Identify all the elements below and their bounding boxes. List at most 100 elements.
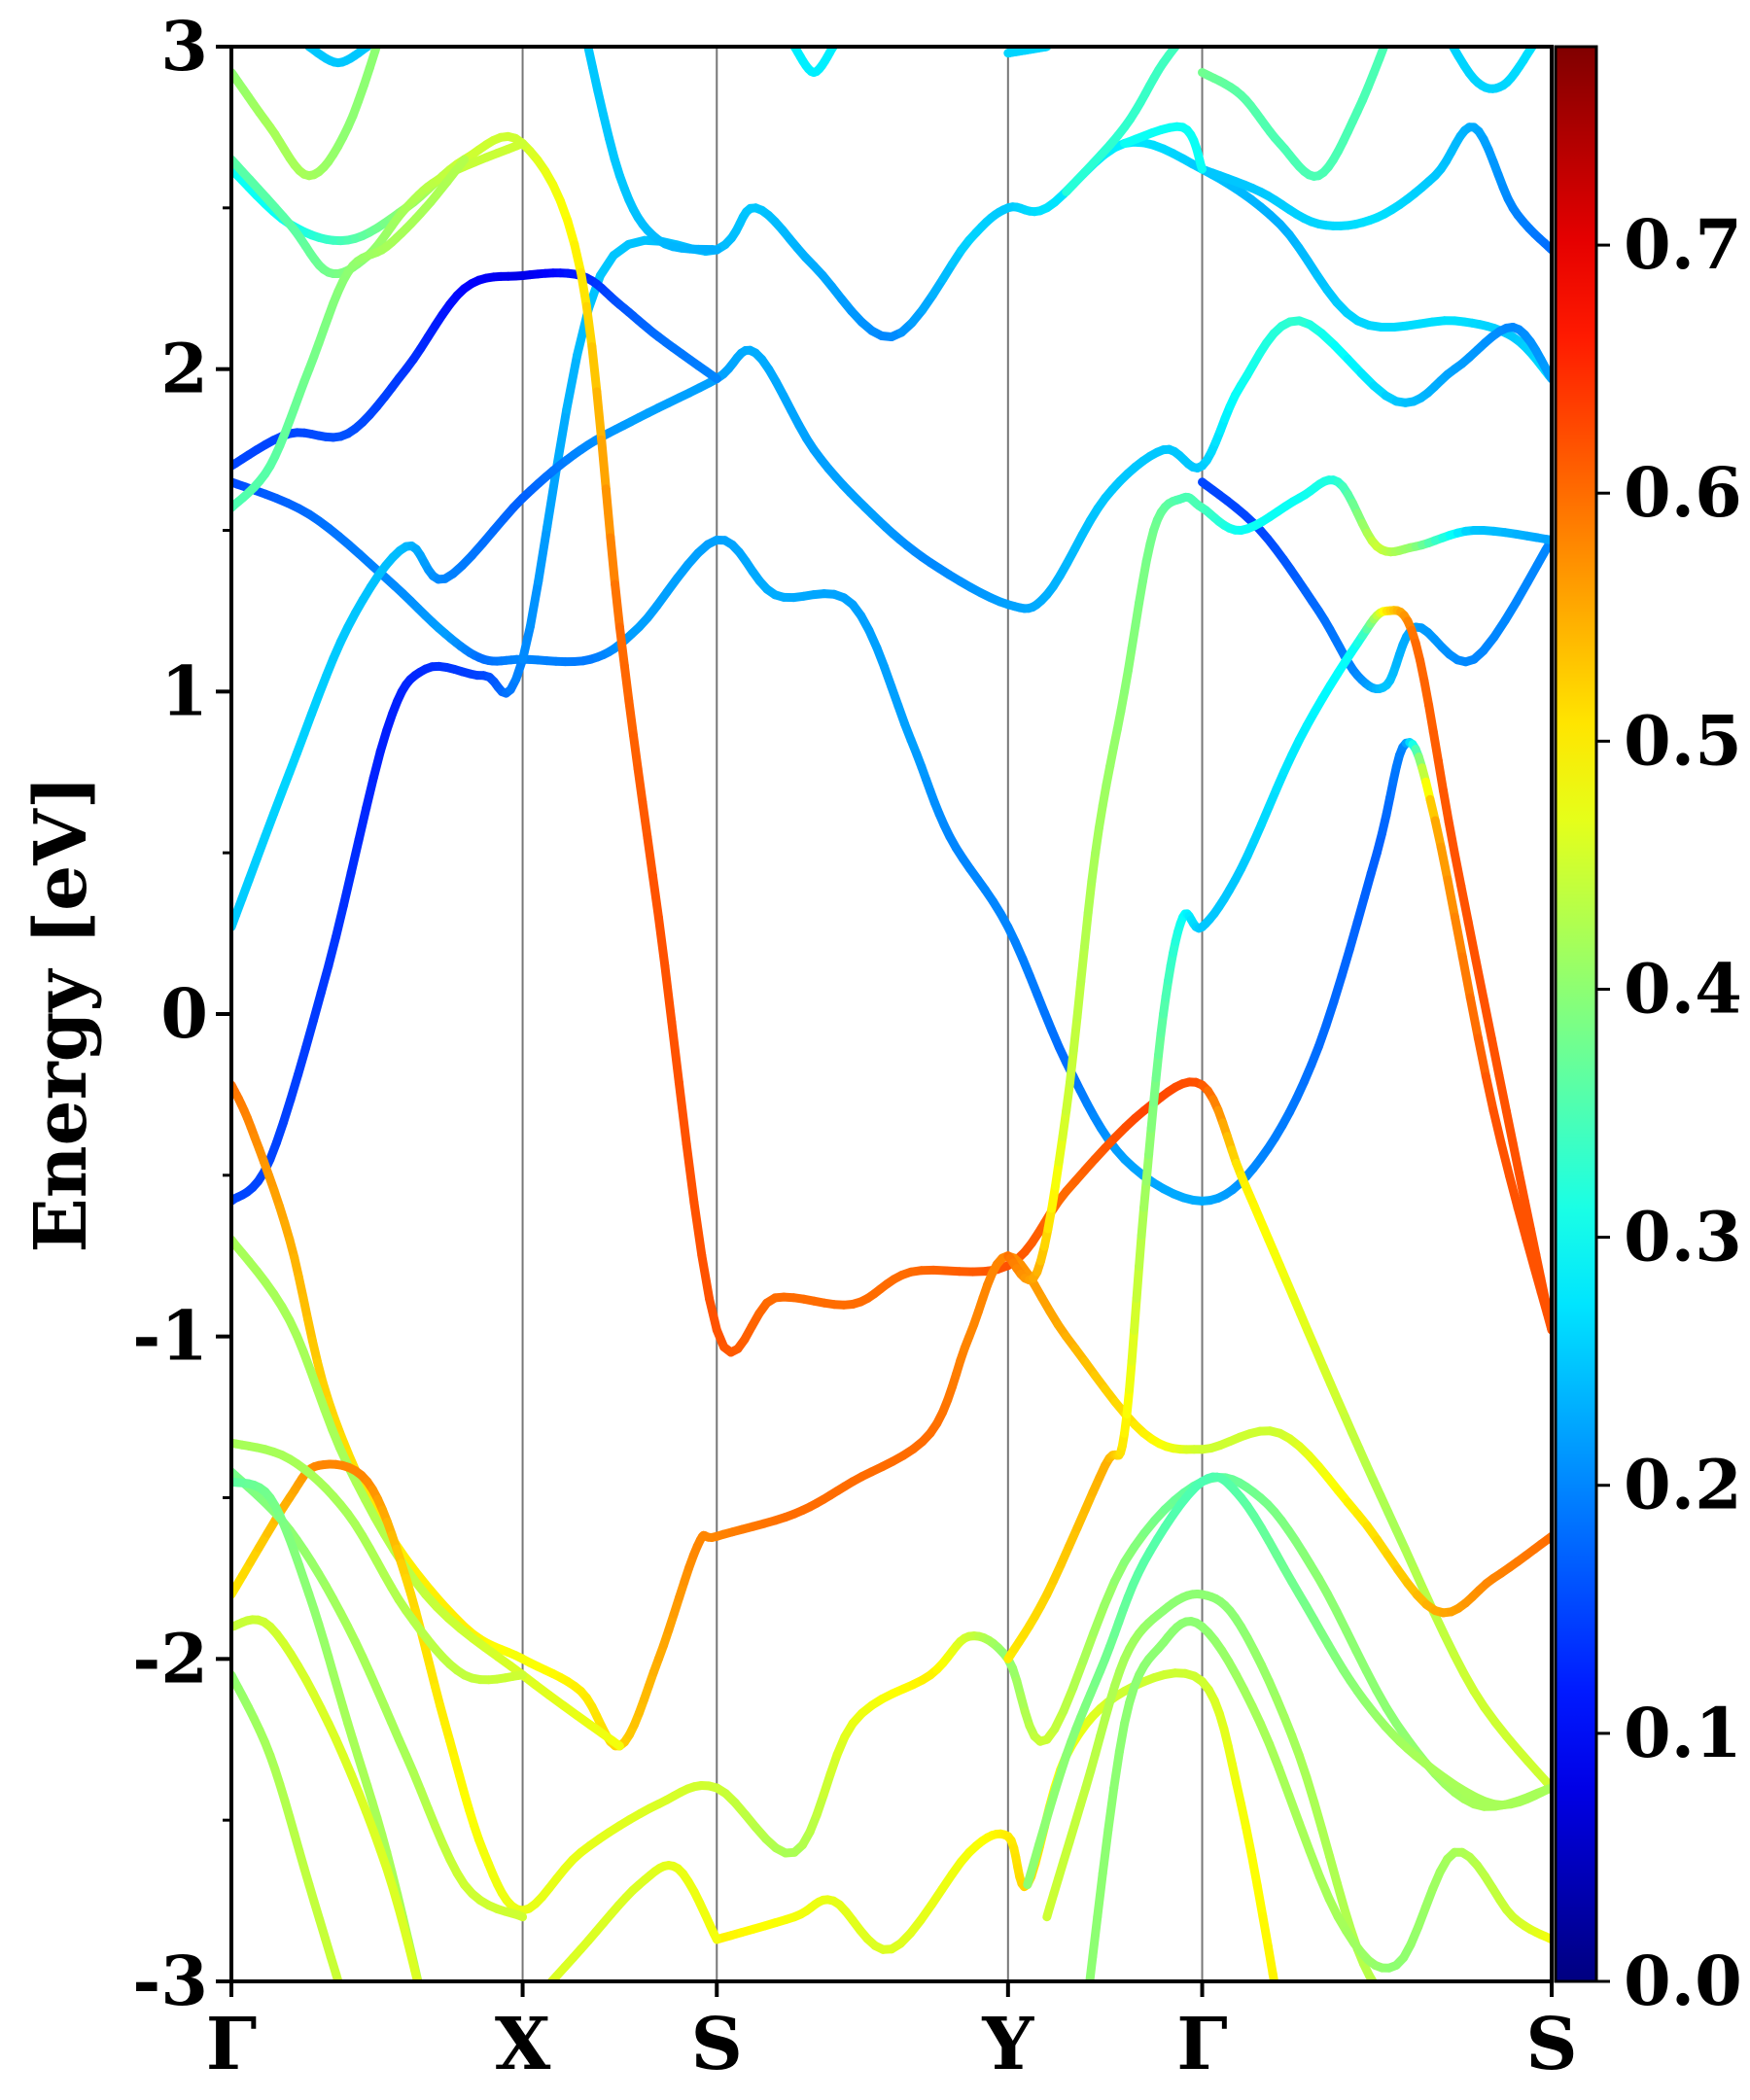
band-segment bbox=[1389, 22, 1393, 33]
band-segment bbox=[1438, 19, 1442, 27]
band-segment bbox=[1089, 1601, 1109, 1638]
band-segment bbox=[1066, 1046, 1078, 1087]
band-segment bbox=[653, 913, 670, 971]
band-4 bbox=[1198, 477, 1552, 693]
band-segment bbox=[1393, 2010, 1396, 2013]
band-segment bbox=[1087, 848, 1101, 886]
band-segment bbox=[611, 579, 624, 632]
band-segment bbox=[301, 1016, 318, 1053]
band-18 bbox=[1042, 1590, 1396, 2013]
y-axis-ticks: 3 2 1 0 -1 -2 -3 bbox=[132, 6, 231, 2021]
band-segment bbox=[597, 435, 611, 494]
band-segment bbox=[332, 1970, 343, 1981]
x-tick-label-Y: Y bbox=[981, 2003, 1034, 2086]
band-25 bbox=[1062, 15, 1202, 196]
band-segment bbox=[570, 240, 585, 277]
band-segment bbox=[1494, 1071, 1511, 1116]
band-segment bbox=[1085, 1952, 1098, 1981]
x-tick-label-S: S bbox=[1525, 2003, 1577, 2086]
band-segment bbox=[587, 342, 602, 397]
band-segment bbox=[316, 961, 333, 998]
band-segment bbox=[1443, 875, 1459, 922]
band-segment bbox=[638, 797, 652, 843]
band-segment bbox=[643, 833, 657, 881]
band-segment bbox=[423, 2001, 426, 2013]
band-segment bbox=[682, 1139, 699, 1208]
band-segment bbox=[1505, 1171, 1522, 1212]
band-segment bbox=[1430, 816, 1446, 852]
x-tick-label-X: X bbox=[495, 2003, 551, 2086]
band-segment bbox=[1179, 35, 1185, 42]
band-segment bbox=[1393, 15, 1396, 22]
band-segment bbox=[1337, 945, 1354, 981]
band-segment bbox=[562, 350, 582, 414]
band-segment bbox=[542, 463, 561, 532]
band-segment bbox=[1199, 15, 1202, 18]
band-segment bbox=[1068, 1012, 1082, 1056]
y-tick-label: 1 bbox=[160, 650, 208, 731]
band-segment bbox=[1450, 912, 1467, 962]
band-31 bbox=[1438, 19, 1537, 93]
band-segment bbox=[1252, 1880, 1268, 1921]
band-segment bbox=[1100, 1577, 1119, 1611]
band-segment bbox=[423, 2003, 426, 2014]
band-segment bbox=[1513, 1203, 1531, 1243]
band-segment bbox=[614, 622, 629, 671]
x-tick-label-Γ: Γ bbox=[206, 2003, 258, 2086]
y-tick-label: -2 bbox=[132, 1618, 208, 1698]
band-segment bbox=[1457, 952, 1475, 1002]
band-segment bbox=[345, 2004, 348, 2013]
band-segment bbox=[709, 1929, 721, 1944]
band-1 bbox=[231, 137, 1552, 1206]
band-32 bbox=[1120, 122, 1207, 174]
band-segment bbox=[1135, 1231, 1146, 1271]
band-13 bbox=[231, 1615, 426, 2014]
band-29 bbox=[789, 47, 838, 77]
band-segment bbox=[1268, 1969, 1279, 1981]
band-segment bbox=[1196, 160, 1207, 174]
band-segment bbox=[1137, 1203, 1149, 1241]
band-segment bbox=[1487, 1033, 1504, 1081]
band-segment bbox=[648, 871, 663, 922]
band-segment bbox=[674, 1078, 691, 1148]
band-segment bbox=[1520, 1197, 1535, 1234]
band-27 bbox=[583, 47, 721, 255]
band-segment bbox=[1352, 892, 1369, 928]
band-segment bbox=[1130, 1293, 1141, 1335]
band-segment bbox=[1127, 1325, 1139, 1366]
y-tick-label: 0 bbox=[160, 973, 208, 1054]
band-segment bbox=[1424, 700, 1438, 737]
band-19 bbox=[1085, 1617, 1552, 2014]
band-segment bbox=[552, 404, 572, 472]
colorbar-tick-label: 0.5 bbox=[1624, 700, 1742, 781]
band-segment bbox=[1329, 971, 1347, 1006]
band-segment bbox=[606, 533, 620, 589]
band-segment bbox=[1141, 1150, 1154, 1186]
band-segment bbox=[370, 47, 381, 56]
band-segment bbox=[457, 155, 470, 168]
band-segment bbox=[1076, 942, 1089, 987]
band-segment bbox=[1086, 1990, 1089, 2014]
band-segment bbox=[1185, 28, 1190, 34]
band-segment bbox=[1522, 1234, 1539, 1272]
band-segment bbox=[1062, 1077, 1074, 1115]
band-segment bbox=[619, 661, 634, 706]
band-segment bbox=[513, 1670, 528, 1680]
band-segment bbox=[518, 621, 535, 664]
band-segment bbox=[581, 301, 597, 352]
colorbar-tick-label: 0.1 bbox=[1624, 1693, 1742, 1773]
band-segment bbox=[1275, 1764, 1294, 1801]
band-segment bbox=[1317, 1824, 1335, 1861]
band-segment bbox=[346, 835, 364, 878]
band-21 bbox=[231, 47, 381, 181]
band-segment bbox=[1305, 1846, 1324, 1881]
band-segment bbox=[1345, 918, 1362, 954]
band-segment bbox=[1098, 1825, 1113, 1878]
band-segment bbox=[324, 932, 340, 970]
band-segment bbox=[1093, 1869, 1107, 1922]
band-segment bbox=[332, 901, 348, 942]
band-segment bbox=[601, 484, 615, 542]
band-15 bbox=[545, 1861, 721, 1981]
band-segment bbox=[525, 577, 543, 631]
band-segment bbox=[1068, 1656, 1088, 1693]
